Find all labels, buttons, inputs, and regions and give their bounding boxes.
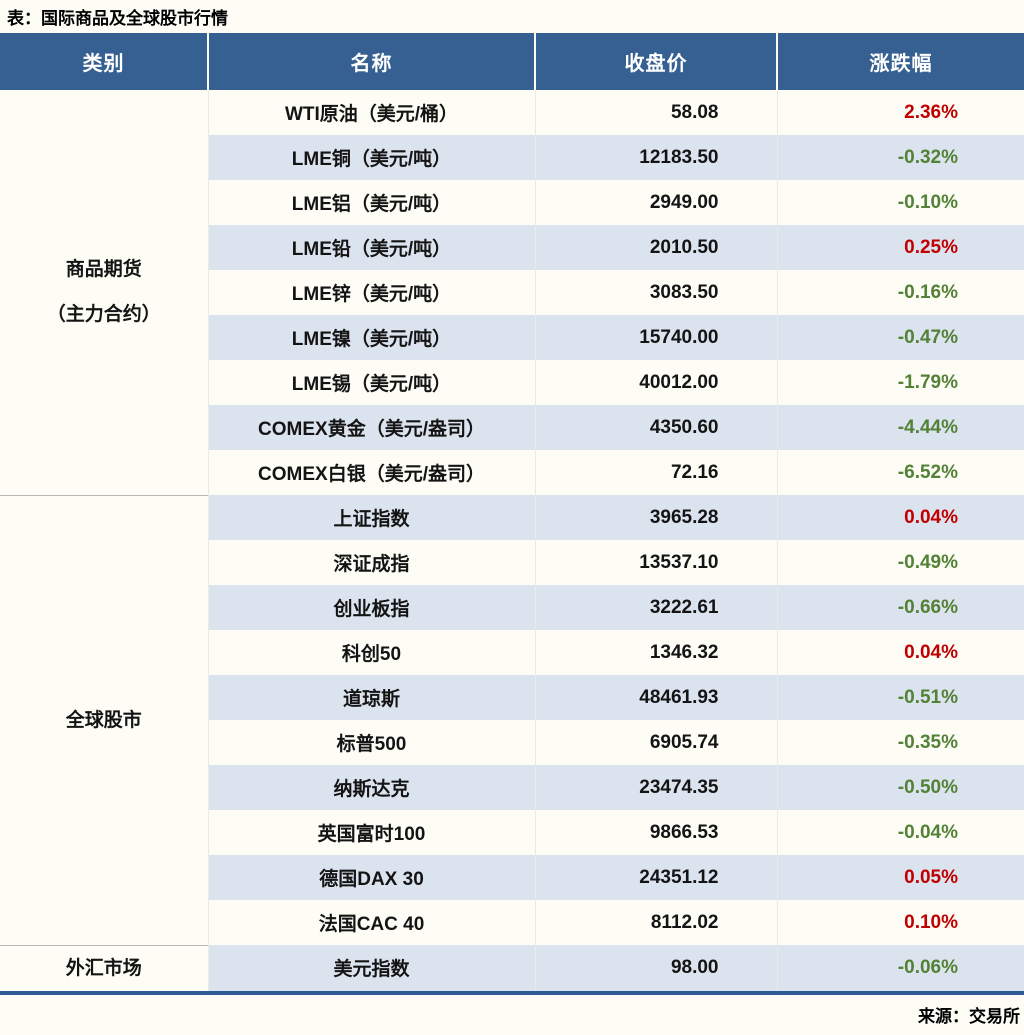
name-cell: WTI原油（美元/桶） (208, 90, 536, 135)
name-cell: LME铅（美元/吨） (208, 225, 536, 270)
change-percent-cell: -0.32% (777, 135, 1024, 180)
table-row: 科创50 1346.32 0.04% (0, 630, 1024, 675)
category-cell: 外汇市场 (0, 944, 209, 993)
page-title: 表：国际商品及全球股市行情 (7, 9, 228, 28)
change-percent-cell: 0.25% (777, 225, 1024, 270)
market-table: 类别 名称 收盘价 涨跌幅 商品期货 （主力合约） WTI原油（美元/桶） 58.08… (0, 33, 1024, 995)
change-percent-cell: 0.10% (904, 911, 958, 933)
name-cell: 上证指数 (208, 495, 536, 540)
header-category: 类别 (0, 33, 209, 90)
close-price-cell: 4350.60 (535, 405, 778, 450)
header-close: 收盘价 (535, 33, 778, 90)
change-percent-cell: -0.50% (777, 765, 1024, 810)
close-price-cell: 9866.53 (535, 810, 778, 855)
table-row: LME铝（美元/吨） 2949.00 -0.10% (0, 180, 1024, 225)
table-row: 英国富时100 9866.53 -0.04% (0, 810, 1024, 855)
table-row: COMEX黄金（美元/盎司） 4350.60 -4.44% (0, 405, 1024, 450)
name-cell: 创业板指 (208, 585, 536, 630)
change-percent-cell: 2.36% (904, 101, 958, 123)
change-percent-cell: -0.16% (897, 281, 958, 303)
category-label-line: （主力合约） (46, 304, 161, 326)
change-percent-cell: -1.79% (897, 371, 958, 393)
close-price-cell: 23474.35 (535, 765, 778, 810)
close-price-cell: 2010.50 (535, 225, 778, 270)
table-row: 深证成指 13537.10 -0.49% (0, 540, 1024, 585)
close-price-cell: 8112.02 (535, 900, 778, 945)
change-percent-cell: -0.10% (897, 191, 958, 213)
table-row: COMEX白银（美元/盎司） 72.16 -6.52% (0, 450, 1024, 495)
close-price-cell: 72.16 (535, 450, 778, 495)
table-row: 商品期货 （主力合约） WTI原油（美元/桶） 58.08 2.36% (0, 90, 1024, 495)
close-price-cell: 12183.50 (535, 135, 778, 180)
name-cell: 深证成指 (208, 540, 536, 585)
category-label-line: 全球股市 (65, 709, 142, 731)
name-cell: 纳斯达克 (208, 765, 536, 810)
close-price-cell: 6905.74 (535, 720, 778, 765)
close-price-cell: 58.08 (535, 90, 778, 135)
name-cell: LME锡（美元/吨） (208, 360, 536, 405)
change-percent-cell: 0.04% (777, 495, 1024, 540)
name-cell: 法国CAC 40 (208, 900, 536, 945)
name-cell: 标普500 (208, 720, 536, 765)
change-percent-cell: -0.51% (777, 675, 1024, 720)
change-percent-cell: -4.44% (777, 405, 1024, 450)
close-price-cell: 13537.10 (535, 540, 778, 585)
source-note: 来源：交易所 (918, 1007, 1020, 1026)
category-cell: 商品期货 （主力合约） (0, 90, 209, 495)
category-label-line: 外汇市场 (65, 957, 142, 979)
table-body: 商品期货 （主力合约） WTI原油（美元/桶） 58.08 2.36% LME铜（美元/吨… (0, 90, 1024, 993)
close-price-cell: 3965.28 (535, 495, 778, 540)
table-row: LME镍（美元/吨） 15740.00 -0.47% (0, 315, 1024, 360)
table-row: 法国CAC 40 8112.02 0.10% (0, 900, 1024, 945)
close-price-cell: 48461.93 (535, 675, 778, 720)
table-row: LME铅（美元/吨） 2010.50 0.25% (0, 225, 1024, 270)
header-change: 涨跌幅 (777, 33, 1024, 90)
change-percent-cell: -0.35% (897, 731, 958, 753)
name-cell: COMEX白银（美元/盎司） (208, 450, 536, 495)
close-price-cell: 3222.61 (535, 585, 778, 630)
close-price-cell: 40012.00 (535, 360, 778, 405)
header-name: 名称 (208, 33, 536, 90)
name-cell: 美元指数 (208, 945, 536, 993)
close-price-cell: 15740.00 (535, 315, 778, 360)
header-row: 类别 名称 收盘价 涨跌幅 (0, 33, 1024, 90)
table-row: 全球股市 上证指数 3965.28 0.04% (0, 494, 1024, 945)
table-row: 外汇市场 美元指数 98.00 -0.06% (0, 944, 1024, 993)
name-cell: LME镍（美元/吨） (208, 315, 536, 360)
category-cell: 全球股市 (0, 494, 209, 945)
change-percent-cell: -0.49% (897, 551, 958, 573)
name-cell: 德国DAX 30 (208, 855, 536, 900)
name-cell: LME锌（美元/吨） (208, 270, 536, 315)
name-cell: LME铜（美元/吨） (208, 135, 536, 180)
change-percent-cell: -0.04% (897, 821, 958, 843)
table-row: 道琼斯 48461.93 -0.51% (0, 675, 1024, 720)
category-label-line: 商品期货 (65, 259, 142, 281)
close-price-cell: 3083.50 (535, 270, 778, 315)
change-percent-cell: -0.66% (777, 585, 1024, 630)
table-row: 创业板指 3222.61 -0.66% (0, 585, 1024, 630)
change-percent-cell: 0.05% (777, 855, 1024, 900)
table-row: LME锌（美元/吨） 3083.50 -0.16% (0, 270, 1024, 315)
table-row: 纳斯达克 23474.35 -0.50% (0, 765, 1024, 810)
change-percent-cell: -0.06% (777, 945, 1024, 993)
name-cell: COMEX黄金（美元/盎司） (208, 405, 536, 450)
name-cell: 科创50 (208, 630, 536, 675)
name-cell: 英国富时100 (208, 810, 536, 855)
table-row: LME铜（美元/吨） 12183.50 -0.32% (0, 135, 1024, 180)
name-cell: 道琼斯 (208, 675, 536, 720)
change-percent-cell: 0.04% (904, 641, 958, 663)
close-price-cell: 24351.12 (535, 855, 778, 900)
table-header: 类别 名称 收盘价 涨跌幅 (0, 33, 1024, 90)
change-percent-cell: -6.52% (897, 461, 958, 483)
table-row: 德国DAX 30 24351.12 0.05% (0, 855, 1024, 900)
close-price-cell: 2949.00 (535, 180, 778, 225)
close-price-cell: 98.00 (535, 945, 778, 993)
table-row: 标普500 6905.74 -0.35% (0, 720, 1024, 765)
table-row: LME锡（美元/吨） 40012.00 -1.79% (0, 360, 1024, 405)
change-percent-cell: -0.47% (777, 315, 1024, 360)
close-price-cell: 1346.32 (535, 630, 778, 675)
name-cell: LME铝（美元/吨） (208, 180, 536, 225)
